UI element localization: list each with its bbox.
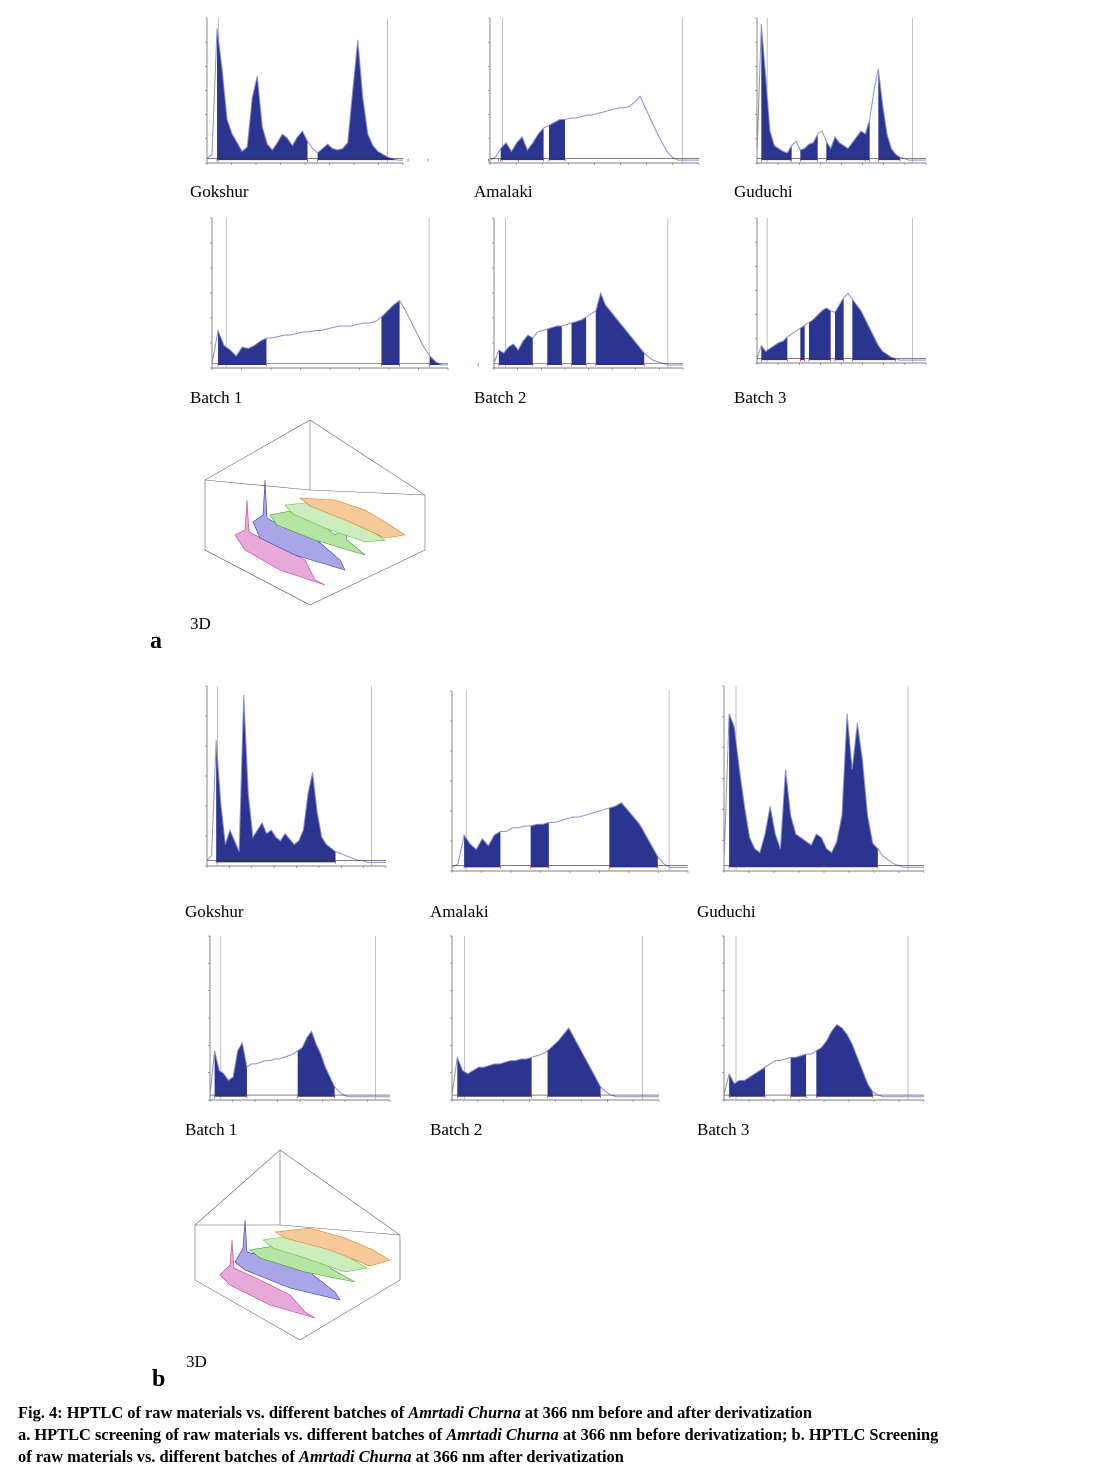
trace-line bbox=[211, 299, 448, 366]
chart-b-guduchi bbox=[712, 680, 938, 885]
trace-svg bbox=[492, 217, 684, 370]
trace-line bbox=[493, 291, 683, 366]
peak-area bbox=[852, 299, 896, 361]
chart-a-guduchi bbox=[745, 12, 940, 177]
peak-area bbox=[809, 307, 831, 361]
peak-area bbox=[464, 831, 501, 868]
chart-a-batch1 bbox=[200, 212, 479, 382]
chart-b-3d-svg bbox=[194, 1149, 401, 1341]
trace-line bbox=[756, 23, 926, 161]
peak-area bbox=[216, 695, 336, 863]
peak-area bbox=[790, 1054, 807, 1097]
panel-letter-b: b bbox=[152, 1366, 166, 1392]
trace-line bbox=[756, 292, 926, 361]
trace-svg bbox=[205, 685, 387, 868]
axes bbox=[211, 218, 448, 369]
trace-svg bbox=[205, 17, 519, 165]
label-b-gokshur: Gokshur bbox=[185, 902, 244, 921]
trace-line bbox=[489, 95, 699, 161]
label-a-gokshur: Gokshur bbox=[190, 182, 249, 201]
trace-svg bbox=[450, 935, 660, 1102]
peak-area bbox=[317, 39, 403, 161]
peak-area bbox=[214, 1042, 247, 1097]
chart-b-amalaki bbox=[440, 685, 702, 885]
peak-area bbox=[761, 336, 788, 361]
label-a-amalaki: Amalaki bbox=[474, 182, 533, 201]
trace-svg bbox=[210, 217, 479, 370]
peak-area bbox=[571, 317, 587, 365]
peak-area bbox=[816, 1024, 873, 1097]
peak-area bbox=[498, 335, 533, 365]
trace-line bbox=[206, 694, 386, 863]
trace-svg bbox=[755, 217, 927, 365]
chart-b-gokshur bbox=[195, 680, 400, 880]
peak-area bbox=[835, 297, 844, 361]
peak-area bbox=[217, 28, 308, 161]
peak-area bbox=[729, 1067, 766, 1097]
chart-a-batch2 bbox=[482, 212, 697, 382]
caption-title: Fig. 4: HPTLC of raw materials vs. diffe… bbox=[18, 1403, 812, 1422]
trace-svg bbox=[208, 935, 391, 1102]
chart-b-batch2 bbox=[440, 930, 673, 1114]
label-a-batch3: Batch 3 bbox=[734, 388, 787, 407]
chart-b-3d bbox=[185, 1140, 415, 1341]
label-a-batch2: Batch 2 bbox=[474, 388, 527, 407]
trace-svg bbox=[722, 685, 925, 873]
peak-area bbox=[609, 802, 658, 868]
peak-area bbox=[530, 822, 549, 868]
peak-area bbox=[547, 1027, 601, 1097]
trace-line bbox=[723, 713, 924, 868]
peak-area bbox=[878, 68, 900, 161]
axes bbox=[756, 18, 926, 164]
peak-area bbox=[297, 1031, 335, 1097]
panel-letter-a: a bbox=[150, 628, 162, 654]
caption-line-2: a. HPTLC screening of raw materials vs. … bbox=[18, 1425, 939, 1444]
peak-area bbox=[547, 326, 562, 365]
peak-area bbox=[429, 356, 448, 365]
trace-line bbox=[451, 801, 688, 868]
label-b-amalaki: Amalaki bbox=[430, 902, 489, 921]
chart-a-3d bbox=[185, 410, 445, 610]
label-a-guduchi: Guduchi bbox=[734, 182, 793, 201]
trace-line bbox=[723, 1023, 924, 1098]
trace-line bbox=[451, 1026, 659, 1098]
peak-area bbox=[548, 119, 566, 161]
chart-a-gokshur bbox=[195, 12, 519, 177]
trace-line bbox=[209, 1030, 390, 1098]
trace-svg bbox=[722, 935, 925, 1102]
peak-area bbox=[457, 1057, 532, 1097]
label-b-3d: 3D bbox=[186, 1352, 207, 1371]
label-b-batch1: Batch 1 bbox=[185, 1120, 238, 1139]
label-a-batch1: Batch 1 bbox=[190, 388, 243, 407]
peak-area bbox=[381, 300, 400, 365]
trace-svg bbox=[450, 690, 689, 873]
peak-area bbox=[761, 23, 792, 161]
caption-line-3: of raw materials vs. different batches o… bbox=[18, 1447, 624, 1466]
label-b-batch3: Batch 3 bbox=[697, 1120, 750, 1139]
peak-area bbox=[595, 293, 645, 365]
trace-svg bbox=[755, 17, 927, 165]
trace-svg bbox=[488, 17, 866, 165]
trace-line bbox=[206, 28, 403, 161]
peak-area bbox=[800, 134, 818, 161]
label-b-guduchi: Guduchi bbox=[697, 902, 756, 921]
peak-area bbox=[826, 119, 870, 161]
chart-b-batch1 bbox=[198, 930, 404, 1114]
peak-area bbox=[800, 325, 805, 361]
label-a-3d: 3D bbox=[190, 614, 211, 633]
chart-a-amalaki bbox=[478, 12, 866, 177]
figure-caption: Fig. 4: HPTLC of raw materials vs. diffe… bbox=[18, 1402, 1108, 1468]
chart-a-3d-svg bbox=[204, 419, 426, 606]
chart-b-batch3 bbox=[712, 930, 938, 1114]
chart-a-batch3 bbox=[745, 212, 940, 377]
label-b-batch2: Batch 2 bbox=[430, 1120, 483, 1139]
